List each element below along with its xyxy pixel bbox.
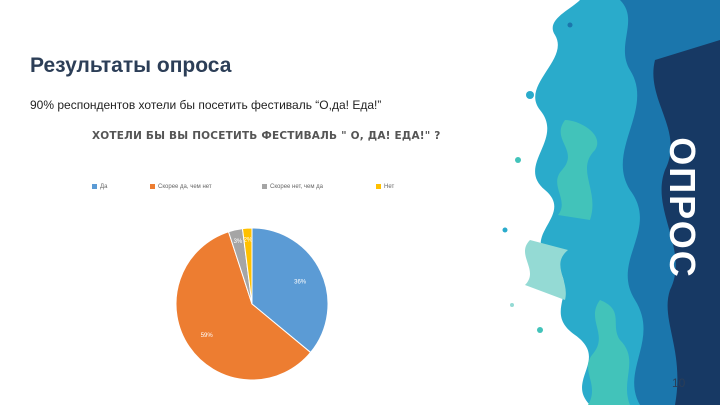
data-label: 36%	[294, 279, 307, 285]
slide-title: Результаты опроса	[30, 54, 232, 77]
data-label: 2%	[244, 238, 253, 244]
watercolor-decoration	[502, 0, 720, 405]
page-number: 10	[672, 376, 686, 390]
legend-label: Скорее да, чем нет	[158, 184, 212, 191]
slice-da	[251, 227, 329, 354]
legend-swatch	[92, 184, 97, 189]
data-label: 59%	[201, 333, 214, 339]
legend-swatch	[376, 184, 381, 189]
data-label: 3%	[234, 239, 243, 245]
pie-chart: 36% 59% 3% 2%	[175, 227, 329, 381]
slice-net	[241, 227, 253, 305]
legend-label: Нет	[384, 184, 395, 191]
chart-title: ХОТЕЛИ БЫ ВЫ ПОСЕТИТЬ ФЕСТИВАЛЬ " О, ДА!…	[92, 130, 441, 142]
legend-swatch	[150, 184, 155, 189]
side-label-text: ОПРОС	[662, 137, 703, 279]
legend-item-net: Нет	[376, 184, 394, 190]
slice-skoree-da	[175, 231, 312, 381]
legend-item-skoree-net: Скорее нет, чем да	[262, 184, 323, 190]
legend-item-da: Да	[92, 184, 107, 190]
side-label: ОПРОС	[662, 118, 703, 298]
legend-label: Да	[100, 184, 108, 191]
legend-swatch	[262, 184, 267, 189]
legend-label: Скорее нет, чем да	[270, 184, 324, 191]
legend-item-skoree-da: Скорее да, чем нет	[150, 184, 212, 190]
slide-subtitle: 90% респондентов хотели бы посетить фест…	[30, 98, 382, 112]
